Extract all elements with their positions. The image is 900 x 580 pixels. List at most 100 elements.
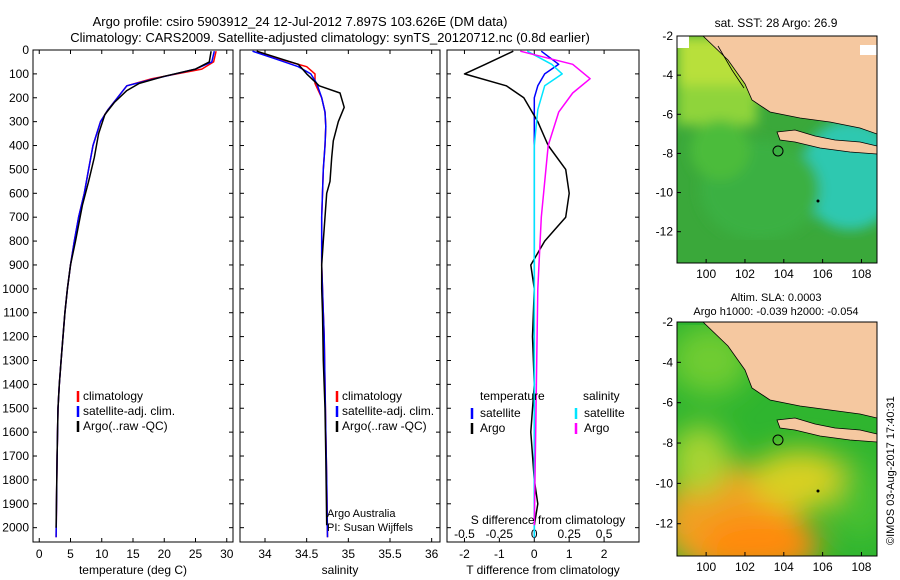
legend-label: satellite	[480, 406, 521, 420]
temperature-axis: 0 5 10 15 20 25 30	[36, 50, 234, 561]
map-y-tick-label: -2	[662, 29, 673, 43]
x-tick-label: 34.5	[295, 547, 319, 561]
top-tick-label: -0.25	[486, 527, 514, 541]
map-y-tick-label: -8	[662, 146, 673, 160]
legend-label: climatology	[83, 389, 143, 403]
x-tick-label: 25	[189, 547, 203, 561]
salinity-panel: 34 34.5 35 35.5 36 salinity climatologysatel…	[239, 49, 441, 577]
imos-stamp: ©IMOS 03-Aug-2017 17:40:31	[885, 396, 897, 545]
java-land	[776, 129, 877, 155]
map-y-tick-label: -8	[662, 436, 673, 450]
map-x-tick-label: 108	[851, 560, 871, 574]
y-tick-label: 1100	[3, 306, 29, 320]
y-tick-label: 800	[9, 234, 29, 248]
y-tick-label: 0	[22, 43, 29, 57]
legend-label: Argo	[480, 421, 506, 435]
legend-label: climatology	[342, 389, 402, 403]
y-tick-label: 300	[9, 115, 29, 129]
legend-label: satellite-adj. clim.	[342, 404, 434, 418]
island-dot-2	[816, 489, 820, 493]
temperature-panel: 0100200300400500600700800900100011001200…	[2, 43, 233, 577]
x-tick-label: 15	[126, 547, 140, 561]
map-y-tick-label: -6	[662, 396, 673, 410]
legend-label: Argo(..raw -QC)	[83, 419, 168, 433]
x-tick-label: 20	[158, 547, 172, 561]
java-land-2	[776, 417, 877, 443]
difference-legend: temperature salinitysatelliteArgosatellit…	[470, 389, 625, 435]
sst-missing2	[860, 45, 877, 55]
x-tick-label: 2	[601, 547, 608, 561]
x-tick-label: -1	[494, 547, 505, 561]
y-tick-label: 400	[9, 139, 29, 153]
y-tick-label: 600	[9, 186, 29, 200]
map-y-tick-label: -12	[656, 225, 674, 239]
x-tick-label: 35.5	[378, 547, 402, 561]
x-tick-label: 10	[95, 547, 109, 561]
difference-depth-ticks	[447, 49, 639, 529]
x-tick-label: 34	[258, 547, 272, 561]
depth-axis: 0 100 200 300 400 500 600 700 800 900 1000 1100 1200…	[2, 43, 233, 535]
sla-map-axes: 100 102 104 106 108 -2 -4 -6 -8 -10 -12	[656, 315, 872, 574]
sumatra-land-2	[702, 322, 877, 419]
temperature-xlabel: temperature (deg C)	[79, 563, 187, 577]
sumatra-land	[702, 36, 877, 135]
x-tick-label: 5	[67, 547, 74, 561]
legend-label: satellite	[584, 406, 625, 420]
sla-map-frame	[676, 321, 878, 557]
y-tick-label: 900	[9, 258, 29, 272]
header-line1: Argo profile: csiro 5903912_24 12-Jul-20…	[93, 14, 508, 29]
map-y-tick-label: -4	[662, 355, 673, 369]
salinity-axis: 34 34.5 35 35.5 36	[258, 50, 439, 561]
sst-map-axes: 100 102 104 106 108 -2 -4 -6 -8 -10 -12	[656, 29, 872, 281]
series-line-argo-raw-qc-	[256, 50, 345, 526]
map-y-tick-label: -10	[656, 186, 674, 200]
map-y-tick-label: -4	[662, 68, 673, 82]
s-difference-xlabel: S difference from climatology	[471, 513, 626, 527]
y-tick-label: 2000	[2, 521, 29, 535]
t-difference-xlabel: T difference from climatology	[466, 563, 620, 577]
argo-location-marker-2	[772, 434, 784, 446]
sla-map: Altim. SLA: 0.0003 Argo h1000: -0.039 h2…	[656, 292, 878, 574]
map-y-tick-label: -12	[656, 517, 674, 531]
map-x-tick-label: 102	[735, 560, 755, 574]
y-tick-label: 1000	[2, 282, 29, 296]
x-tick-label: 0	[36, 547, 43, 561]
map-x-tick-label: 104	[774, 560, 794, 574]
series-line-argo-raw-qc-	[55, 51, 212, 528]
y-tick-label: 1200	[2, 330, 29, 344]
series-line-argo	[520, 50, 591, 526]
x-tick-label: 35	[342, 547, 356, 561]
salinity-lines	[252, 50, 345, 538]
y-tick-label: 1800	[2, 473, 29, 487]
legend-label: Argo(..raw -QC)	[342, 419, 427, 433]
y-tick-label: 100	[9, 67, 29, 81]
series-line-satellite	[526, 50, 563, 538]
sst-map-frame	[676, 35, 878, 264]
argo-location-marker	[772, 145, 784, 157]
x-tick-label: 36	[425, 547, 439, 561]
map-y-tick-label: -6	[662, 107, 673, 121]
sla-map-title: Altim. SLA: 0.0003	[730, 292, 821, 304]
salinity-xlabel: salinity	[322, 563, 359, 577]
y-tick-label: 1900	[2, 497, 29, 511]
top-tick-label: 0.25	[558, 527, 582, 541]
argo-australia-note: Argo Australia	[327, 508, 396, 520]
top-tick-label: -0.5	[454, 527, 475, 541]
x-tick-label: 30	[220, 547, 234, 561]
top-tick-label: 0.5	[596, 527, 613, 541]
map-x-tick-label: 108	[851, 267, 871, 281]
series-line-satellite-adj-clim-	[252, 50, 329, 538]
salinity-depth-ticks	[240, 49, 440, 529]
y-tick-label: 700	[9, 210, 29, 224]
pi-note: PI: Susan Wijffels	[327, 522, 413, 534]
sst-map: sat. SST: 28 Argo: 26.9 100 102 104 106 108 -…	[656, 16, 878, 281]
legend-label: satellite-adj. clim.	[83, 404, 175, 418]
y-tick-label: 200	[9, 91, 29, 105]
legend-title-salinity: salinity	[583, 389, 620, 403]
map-x-tick-label: 106	[813, 267, 833, 281]
temperature-lines	[55, 51, 217, 538]
difference-panel: -2 -1 0 1 2 -0.5 -0.25 0 0.25 0.5 T difference f…	[446, 49, 640, 577]
